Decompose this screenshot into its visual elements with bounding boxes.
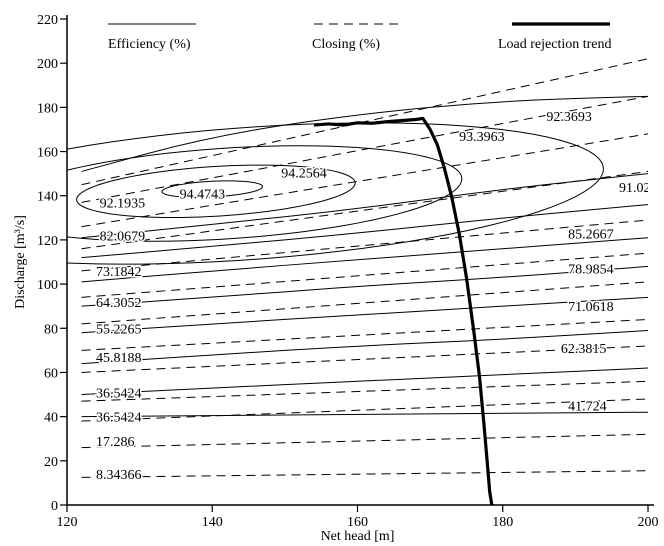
efficiency-contour-6 bbox=[81, 204, 648, 259]
x-tick-label: 140 bbox=[202, 515, 223, 530]
efficiency-contour-3 bbox=[67, 122, 605, 265]
closing-line-9 bbox=[81, 380, 648, 402]
closing-label-10: 41.724 bbox=[568, 400, 607, 415]
legend-label-2: Load rejection trend bbox=[498, 37, 612, 52]
closing-line-8 bbox=[81, 345, 648, 373]
legend-label-1: Closing (%) bbox=[312, 37, 380, 52]
y-tick-label: 0 bbox=[51, 499, 58, 514]
y-tick-label: 120 bbox=[37, 234, 58, 249]
legend: Efficiency (%) Closing (%) Load rejection … bbox=[108, 22, 612, 52]
efficiency-contour-8 bbox=[81, 265, 648, 307]
y-tick-label: 180 bbox=[37, 101, 58, 116]
efficiency-contour-11 bbox=[81, 367, 648, 396]
closing-line-12 bbox=[81, 470, 648, 478]
y-tick-label: 140 bbox=[37, 190, 58, 205]
x-tick-label: 200 bbox=[638, 515, 659, 530]
closing-line-1 bbox=[81, 95, 648, 203]
y-tick-label: 220 bbox=[37, 13, 58, 28]
axes: 0 20 40 60 80 100 120 140 160 180 200 220 120 140 160 1… bbox=[13, 13, 659, 544]
efficiency-contour-1 bbox=[76, 164, 356, 219]
x-axis-title: Net head [m] bbox=[321, 529, 395, 544]
efficiency-label-12: 36.5424 bbox=[96, 411, 142, 426]
efficiency-contour-2 bbox=[67, 145, 463, 242]
efficiency-label-0: 94.4743 bbox=[180, 188, 226, 203]
efficiency-contour-7 bbox=[81, 237, 648, 283]
closing-line-11 bbox=[81, 433, 648, 449]
y-tick-label: 100 bbox=[37, 278, 58, 293]
closing-label-5: 78.9854 bbox=[568, 263, 614, 278]
efficiency-label-11: 36.5424 bbox=[96, 386, 142, 401]
closing-label-7: 62.3815 bbox=[561, 342, 607, 357]
closing-line-5 bbox=[81, 252, 648, 298]
y-tick-label: 40 bbox=[44, 411, 58, 426]
efficiency-contour-4 bbox=[81, 95, 648, 172]
x-tick-label: 120 bbox=[57, 515, 78, 530]
y-tick-label: 20 bbox=[44, 455, 58, 470]
closing-label-4: 85.2667 bbox=[568, 227, 614, 242]
closing-label-12: 8.34366 bbox=[96, 468, 142, 483]
efficiency-contour-12 bbox=[81, 411, 648, 418]
efficiency-contour-10 bbox=[81, 329, 648, 365]
efficiency-label-6: 82.0679 bbox=[100, 229, 145, 244]
closing-line-6 bbox=[81, 281, 648, 325]
efficiency-label-2: 93.3963 bbox=[459, 130, 505, 145]
efficiency-label-3: 92.3693 bbox=[546, 110, 592, 125]
legend-label-0: Efficiency (%) bbox=[108, 37, 191, 52]
x-tick-label: 160 bbox=[347, 515, 368, 530]
efficiency-label-5: 91.0253 bbox=[619, 181, 664, 196]
plot-area: 94.4743 94.2564 93.3963 92.3693 92.1935 91.02… bbox=[67, 58, 664, 505]
y-axis-title: Discharge [m³/s] bbox=[13, 215, 28, 309]
efficiency-label-8: 64.3052 bbox=[96, 296, 142, 311]
closing-line-2 bbox=[81, 133, 648, 228]
closing-line-10 bbox=[81, 398, 648, 422]
y-tick-label: 80 bbox=[44, 322, 58, 337]
closing-line-3 bbox=[81, 170, 648, 250]
y-tick-label: 160 bbox=[37, 146, 58, 161]
efficiency-label-7: 73.1842 bbox=[96, 265, 142, 280]
closing-line-4 bbox=[81, 219, 648, 272]
efficiency-label-10: 45.8188 bbox=[96, 351, 142, 366]
y-tick-label: 60 bbox=[44, 366, 58, 381]
load-rejection-trend-line bbox=[313, 116, 494, 505]
efficiency-label-9: 55.2265 bbox=[96, 322, 142, 337]
closing-label-6: 71.0618 bbox=[568, 300, 614, 315]
y-tick-label: 200 bbox=[37, 57, 58, 72]
efficiency-label-1: 94.2564 bbox=[281, 167, 327, 182]
efficiency-contour-5 bbox=[81, 173, 648, 239]
closing-line-7 bbox=[81, 318, 648, 351]
efficiency-contour-0 bbox=[161, 180, 264, 198]
closing-label-11: 17.286 bbox=[96, 435, 135, 450]
x-tick-label: 180 bbox=[492, 515, 513, 530]
efficiency-label-4: 92.1935 bbox=[100, 196, 145, 211]
efficiency-contour-9 bbox=[81, 296, 648, 334]
